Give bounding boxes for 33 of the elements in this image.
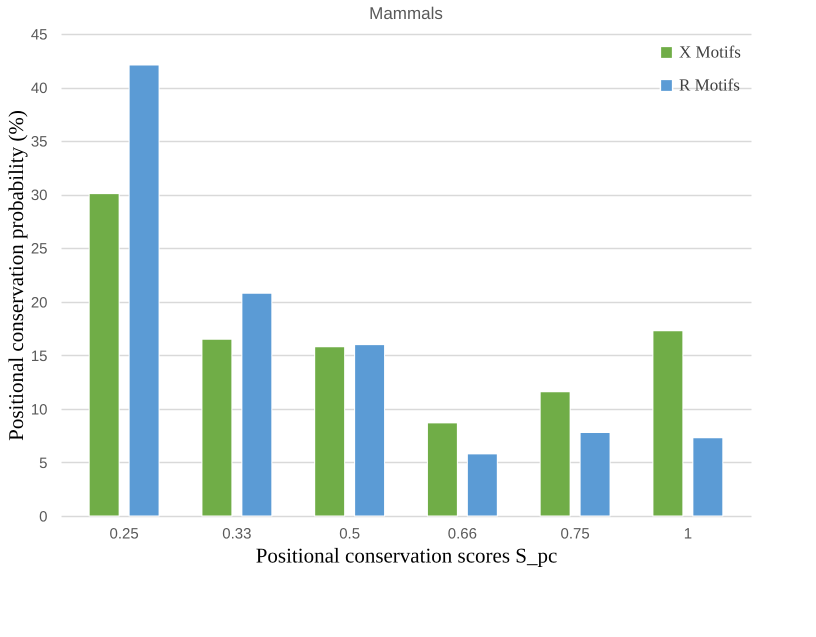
x-tick-label: 1 xyxy=(684,526,692,542)
y-tick-label: 15 xyxy=(30,348,48,365)
y-tick-label: 35 xyxy=(30,134,48,151)
bar xyxy=(466,453,498,516)
x-tick-label: 0.5 xyxy=(339,526,360,542)
y-tick-label: 5 xyxy=(39,454,48,472)
bar xyxy=(201,338,232,516)
chart-title: Mammals xyxy=(369,4,443,23)
y-tick-label: 45 xyxy=(30,26,48,44)
bar xyxy=(652,330,684,516)
x-tick-label: 0.33 xyxy=(222,526,252,542)
y-tick-label: 25 xyxy=(30,240,48,258)
y-axis-title: Positional conservation probability (%) xyxy=(4,110,28,441)
bar xyxy=(88,193,120,516)
bar xyxy=(241,292,272,516)
y-tick-label: 0 xyxy=(39,508,48,526)
bar xyxy=(314,346,346,516)
legend-label: R Motifs xyxy=(679,76,740,94)
x-tick-label: 0.25 xyxy=(110,526,139,542)
legend-label: X Motifs xyxy=(679,42,741,62)
x-tick-label: 0.66 xyxy=(448,526,477,542)
bar xyxy=(426,422,458,516)
bar xyxy=(580,432,611,516)
y-tick-label: 10 xyxy=(30,401,48,418)
y-tick-label: 20 xyxy=(30,294,48,312)
x-tick-label: 0.75 xyxy=(560,526,590,542)
bar xyxy=(128,64,160,516)
y-tick-label: 30 xyxy=(30,187,48,204)
x-axis-title: Positional conservation scores S_pc xyxy=(256,544,558,568)
bar xyxy=(692,437,724,516)
bar xyxy=(354,344,386,516)
bar xyxy=(540,391,571,516)
y-tick-label: 40 xyxy=(30,80,48,98)
